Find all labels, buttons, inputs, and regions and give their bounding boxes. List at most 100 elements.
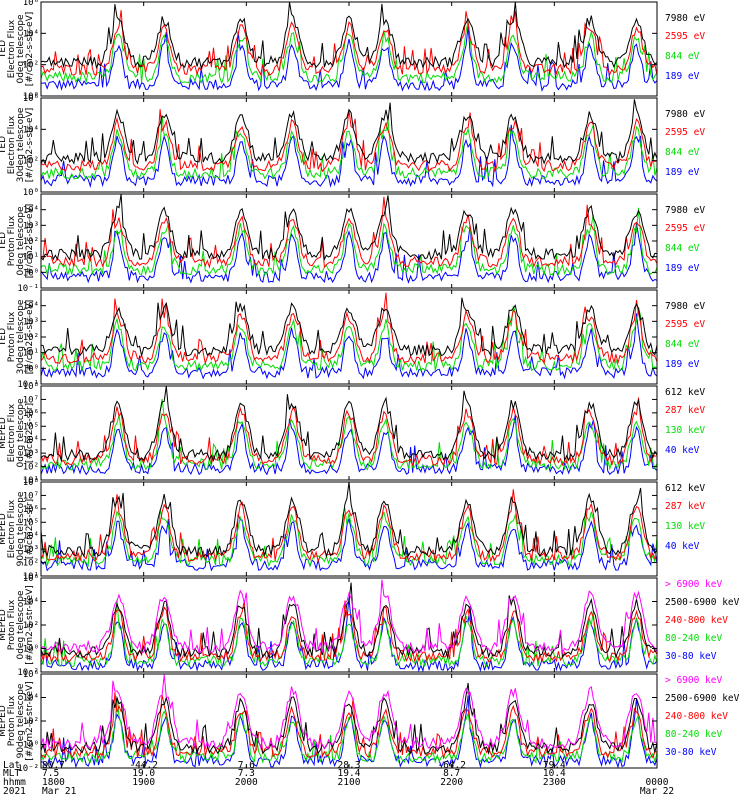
y-tick-label: 10¹	[23, 349, 39, 359]
panel-frame	[40, 481, 658, 577]
x-axis-value: 2000	[235, 777, 258, 788]
legend-entry: 287 keV	[665, 501, 705, 512]
y-tick-label: 10⁷	[23, 395, 39, 405]
y-tick-label: 10⁰	[23, 188, 39, 198]
legend-entry: 7980 eV	[665, 13, 705, 24]
x-axis-row-label: 2021	[3, 786, 26, 797]
y-tick-label: 10⁶	[23, 670, 39, 680]
series-80-240-kev	[40, 696, 658, 764]
panel-frame	[40, 673, 658, 769]
series-80-240-kev	[40, 599, 658, 668]
y-tick-label: 10¹	[23, 476, 39, 486]
y-tick-label: 10⁰	[23, 268, 39, 278]
y-tick-label: 10⁴	[23, 125, 39, 135]
legend-entry: 80-240 keV	[665, 729, 722, 740]
legend-entry: 2595 eV	[665, 127, 705, 138]
y-tick-label: 10²	[23, 717, 39, 727]
y-axis-label: TEDProton Flux0deg telescope[#/cm2-s-str…	[0, 204, 35, 279]
legend-entry: 80-240 keV	[665, 633, 722, 644]
panel-1: 10⁰ 10² 10⁴ 10⁶ TEDElectron Flux0deg telesco…	[0, 0, 705, 102]
y-tick-label: 10⁰	[23, 741, 39, 751]
y-tick-label: 10²	[23, 463, 39, 473]
y-tick-label: 10⁶	[23, 409, 39, 419]
x-axis-value: 1900	[132, 777, 155, 788]
legend-entry: 7980 eV	[665, 205, 705, 216]
y-axis-label: MEPEDProton Flux0deg telescope[#/cm2-s-s…	[0, 585, 35, 664]
x-axis-value: Mar 21	[42, 786, 77, 797]
series-189-ev	[40, 124, 658, 189]
series-612-kev	[40, 385, 658, 463]
series-7980-ev	[40, 99, 658, 165]
y-tick-label: 10⁴	[23, 694, 39, 704]
series-2595-ev	[40, 10, 658, 76]
y-axis-label: MEPEDElectron Flux90deg telescope[#/cm2-…	[0, 491, 35, 566]
legend-entry: 30-80 keV	[665, 747, 717, 758]
y-tick-label: 10¹	[23, 253, 39, 263]
panel-2: 10⁰ 10² 10⁴ 10⁶ TEDElectron Flux30deg telesc…	[0, 94, 705, 198]
y-tick-label: 10⁰	[23, 364, 39, 374]
series-40-kev	[40, 414, 658, 476]
y-tick-label: 10³	[23, 449, 39, 459]
y-tick-label: 10⁻¹	[17, 284, 39, 294]
y-tick-label: 10²	[23, 333, 39, 343]
x-axis-value: 2100	[338, 777, 361, 788]
legend-entry: 7980 eV	[665, 109, 705, 120]
x-axis-value: 2200	[440, 777, 463, 788]
x-axis-value: 7.5	[42, 768, 59, 779]
y-axis-label: TEDElectron Flux0deg telescope[#/cm2-s-s…	[0, 12, 35, 87]
y-tick-label: 10⁴	[23, 302, 39, 312]
y-tick-label: 10²	[23, 61, 39, 71]
series-7980-ev	[40, 193, 658, 262]
x-axis-row-label: MLT	[3, 768, 20, 779]
y-tick-label: 10⁷	[23, 491, 39, 501]
panel-6: 10¹ 10² 10³ 10⁴ 10⁵ 10⁶ 10⁷ 10⁸ MEPEDElectron Fl…	[0, 478, 705, 582]
series-287-kev	[40, 397, 658, 467]
x-axis-value: -44.2	[129, 760, 158, 771]
x-axis-value: 0000	[646, 777, 669, 788]
y-tick-label: 10⁴	[23, 598, 39, 608]
legend-entry: 130 keV	[665, 425, 705, 436]
series-240-800-kev	[40, 692, 658, 760]
legend-entry: 844 eV	[665, 339, 700, 350]
y-tick-label: 10²	[23, 559, 39, 569]
legend-entry: 844 eV	[665, 243, 700, 254]
series-844-ev	[40, 20, 658, 85]
y-axis-label: TEDProton Flux30deg telescope[#/cm2-s-st…	[0, 299, 35, 374]
x-axis-value: 7.3	[238, 768, 255, 779]
y-tick-label: 10²	[23, 621, 39, 631]
legend-entry: > 6900 keV	[665, 675, 722, 686]
x-axis-value: 28.3	[338, 760, 361, 771]
y-tick-label: 10⁻²	[17, 668, 39, 678]
y-tick-label: 10³	[23, 545, 39, 555]
legend-entry: 2595 eV	[665, 31, 705, 42]
y-tick-label: 10⁴	[23, 29, 39, 39]
series--6900-kev	[40, 579, 658, 655]
y-tick-label: 10²	[23, 237, 39, 247]
legend-entry: 30-80 keV	[665, 651, 717, 662]
series-2595-ev	[40, 196, 658, 269]
legend-entry: 844 eV	[665, 147, 700, 158]
legend-entry: 189 eV	[665, 359, 700, 370]
y-tick-label: 10⁰	[23, 92, 39, 102]
legend-entry: 2595 eV	[665, 319, 705, 330]
y-tick-label: 10⁻¹	[17, 380, 39, 390]
panel-5: 10¹ 10² 10³ 10⁴ 10⁵ 10⁶ 10⁷ 10⁸ MEPEDElectron Fl…	[0, 382, 705, 486]
y-tick-label: 10⁶	[23, 505, 39, 515]
legend-entry: 2500-6900 keV	[665, 693, 740, 704]
y-axis-label: MEPEDElectron Flux0deg telescope[#/cm2-s…	[0, 398, 35, 468]
x-axis-row-label: Lat	[3, 760, 20, 771]
y-tick-label: 10⁴	[23, 532, 39, 542]
legend-entry: 612 keV	[665, 483, 705, 494]
x-axis-value: 8.7	[443, 768, 460, 779]
series-844-ev	[40, 207, 658, 277]
legend-entry: 844 eV	[665, 51, 700, 62]
series-189-ev	[40, 313, 658, 380]
series-130-kev	[40, 508, 658, 568]
series-844-ev	[40, 305, 658, 373]
y-tick-label: 10⁵	[23, 518, 39, 528]
y-tick-label: 10⁸	[23, 478, 39, 488]
series-844-ev	[40, 115, 658, 180]
